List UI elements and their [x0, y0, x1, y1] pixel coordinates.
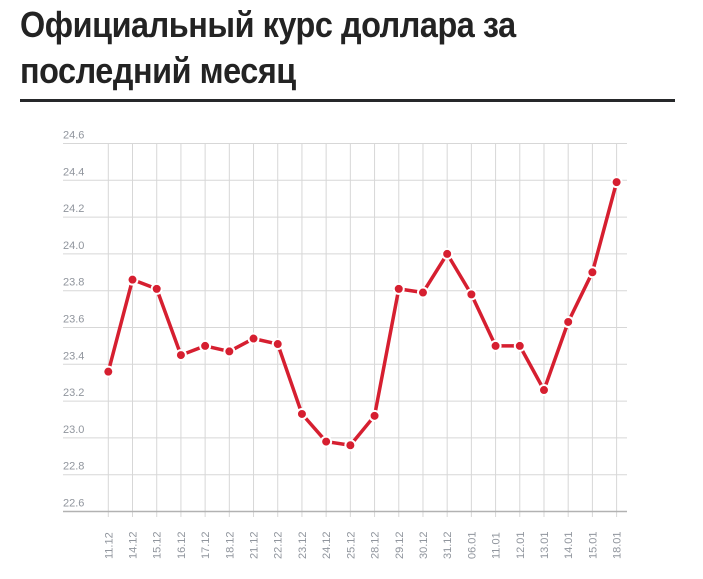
data-point [610, 176, 623, 189]
y-axis-tick-label: 23.2 [63, 387, 84, 399]
y-axis-tick-label: 23.0 [63, 424, 84, 436]
x-axis-tick-label: 28.12 [370, 531, 382, 559]
y-axis-tick-label: 23.8 [63, 277, 84, 289]
data-point [295, 407, 308, 420]
data-point [465, 288, 478, 301]
x-axis-tick-label: 30.12 [418, 531, 430, 559]
x-axis-tick-label: 18.12 [224, 531, 236, 559]
title-underline-rule [20, 99, 675, 102]
data-point [392, 282, 405, 295]
y-axis-tick-label: 24.6 [63, 130, 84, 142]
data-point [562, 315, 575, 328]
x-axis-tick-label: 14.01 [563, 531, 575, 559]
x-axis-tick-label: 25.12 [345, 531, 357, 559]
x-axis-tick-label: 15.12 [152, 531, 164, 559]
x-axis-tick-label: 17.12 [200, 531, 212, 559]
data-point [368, 409, 381, 422]
data-point [247, 332, 260, 345]
x-axis-tick-label: 18.01 [612, 531, 624, 559]
x-axis-tick-label: 31.12 [442, 531, 454, 559]
y-axis-tick-label: 22.6 [63, 498, 84, 510]
data-point [271, 338, 284, 351]
x-axis-tick-label: 06.01 [466, 531, 478, 559]
y-axis-tick-label: 24.4 [63, 166, 84, 178]
data-point [126, 273, 139, 286]
data-point [150, 282, 163, 295]
data-point [416, 286, 429, 299]
x-axis-tick-label: 15.01 [587, 531, 599, 559]
page-title-line2: последний месяц [20, 50, 296, 91]
page-title: Официальный курс доллара за последний ме… [20, 2, 703, 94]
data-point [223, 345, 236, 358]
y-axis-tick-label: 22.8 [63, 461, 84, 473]
x-axis-tick-label: 29.12 [394, 531, 406, 559]
page-title-line1: Официальный курс доллара за [20, 4, 516, 45]
data-point [441, 247, 454, 260]
x-axis-tick-label: 11.12 [103, 532, 115, 559]
x-axis-tick-label: 14.12 [128, 531, 140, 559]
x-axis-tick-label: 11.01 [491, 532, 503, 559]
x-axis-tick-label: 16.12 [176, 531, 188, 559]
y-axis-tick-label: 23.6 [63, 314, 84, 326]
x-axis-tick-label: 23.12 [297, 531, 309, 559]
x-axis-tick-label: 22.12 [273, 531, 285, 559]
data-point [344, 439, 357, 452]
x-axis-tick-label: 13.01 [539, 531, 551, 559]
data-point [537, 384, 550, 397]
data-point [199, 339, 212, 352]
y-axis-tick-label: 23.4 [63, 350, 84, 362]
y-axis-tick-label: 24.0 [63, 240, 84, 252]
data-point [102, 365, 115, 378]
data-point [320, 435, 333, 448]
data-point [489, 339, 502, 352]
rate-line [106, 181, 619, 448]
x-axis-tick-label: 12.01 [515, 531, 527, 559]
data-point [513, 339, 526, 352]
data-point [586, 266, 599, 279]
x-axis-tick-label: 24.12 [321, 531, 333, 559]
data-point [174, 349, 187, 362]
x-axis-tick-label: 21.12 [249, 531, 261, 559]
y-axis-tick-label: 24.2 [63, 203, 84, 215]
